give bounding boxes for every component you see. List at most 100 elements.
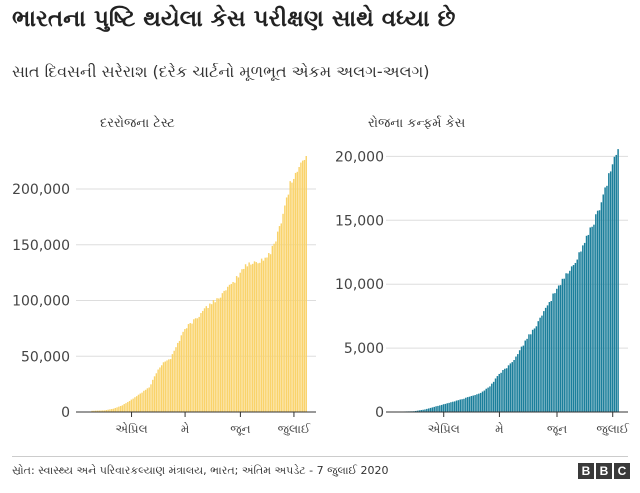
bar <box>595 214 597 412</box>
bar <box>569 270 571 412</box>
bar <box>479 392 482 412</box>
bar <box>552 293 554 412</box>
bar <box>123 404 125 412</box>
bar <box>604 187 606 412</box>
x-tick-label: જુલાઈ <box>278 422 311 436</box>
bar <box>459 399 461 412</box>
bar <box>173 350 175 412</box>
bar <box>107 409 109 412</box>
bar <box>528 334 530 412</box>
bar <box>202 310 204 412</box>
bar <box>150 384 152 412</box>
bar <box>578 252 580 412</box>
bar <box>207 308 209 412</box>
bar <box>517 354 519 412</box>
bar <box>496 376 499 412</box>
bar <box>189 323 191 412</box>
bar <box>615 154 617 412</box>
bar <box>282 213 284 412</box>
bar <box>476 394 478 412</box>
bar <box>418 410 421 412</box>
logo-letter: C <box>614 463 630 479</box>
bar <box>255 262 257 412</box>
bar <box>470 395 473 412</box>
bar <box>171 354 174 412</box>
bar <box>184 329 186 412</box>
bar <box>439 405 441 412</box>
bar <box>119 406 122 412</box>
bar <box>121 405 124 412</box>
daily-cases-chart: 0 5,000 10,000 15,000 20,000 એપ્રિલ મે જૂન જુલાઈ <box>335 149 630 437</box>
bar <box>440 404 443 412</box>
logo-letter: B <box>596 463 612 479</box>
panel-title-cases: રોજના કન્ફર્મ કેસ <box>368 116 466 131</box>
bar <box>259 262 261 412</box>
bar <box>118 406 120 412</box>
bar <box>422 409 424 412</box>
bar <box>269 254 272 412</box>
y-tick-label: 0 <box>375 405 384 421</box>
y-tick-label: 200,000 <box>12 182 70 198</box>
bar <box>481 391 484 412</box>
bar <box>520 346 523 412</box>
bar <box>572 265 575 412</box>
bar <box>539 317 541 412</box>
bar <box>194 318 197 412</box>
bar <box>185 328 188 412</box>
bar <box>205 306 208 412</box>
bar <box>444 403 447 412</box>
bar <box>91 410 93 412</box>
bar <box>191 323 193 412</box>
bar <box>591 226 593 412</box>
bar <box>237 277 240 412</box>
bar <box>505 368 508 412</box>
bar <box>98 410 100 412</box>
bar <box>264 257 266 412</box>
bar <box>96 410 99 412</box>
bar <box>420 410 422 412</box>
bar <box>611 164 614 412</box>
bar <box>570 266 573 412</box>
bar <box>137 394 140 412</box>
bar <box>216 298 218 412</box>
chart-subtitle: સાત દિવસની સરેરાશ (દરેક ચાર્ટનો મૂળભૂત એ… <box>12 62 430 81</box>
bar <box>550 300 552 412</box>
bar <box>483 390 486 412</box>
bar <box>241 269 243 412</box>
bar <box>268 253 270 412</box>
bar <box>574 262 577 412</box>
bar <box>561 278 564 412</box>
bar <box>159 367 161 412</box>
bar <box>437 405 439 412</box>
bar <box>543 311 545 412</box>
bar <box>548 302 551 412</box>
bar <box>596 210 599 412</box>
bar <box>225 290 227 412</box>
bar <box>609 171 612 412</box>
x-tick-label: મે <box>181 422 189 436</box>
bar <box>193 319 195 412</box>
bar <box>455 400 458 412</box>
bar <box>515 356 517 412</box>
bar <box>500 372 502 412</box>
bar <box>230 283 233 412</box>
bar <box>234 282 236 412</box>
bar <box>494 378 497 412</box>
bar <box>509 363 512 412</box>
x-tick-label: એપ્રિલ <box>428 422 460 436</box>
bar <box>271 245 274 412</box>
bar <box>143 390 145 412</box>
bar <box>196 318 199 412</box>
bar <box>214 302 216 412</box>
bar <box>513 360 515 412</box>
bar <box>450 402 452 412</box>
bar <box>546 305 549 412</box>
bar <box>257 263 259 412</box>
chart-title: ભારતના પુષ્ટિ થયેલા કેસ પરીક્ષણ સાથે વધ્… <box>12 6 456 32</box>
bar <box>518 350 521 412</box>
y-tick-label: 150,000 <box>12 238 70 254</box>
bar <box>606 185 608 412</box>
bar <box>162 362 165 412</box>
bar <box>130 399 133 412</box>
bar <box>589 227 591 412</box>
